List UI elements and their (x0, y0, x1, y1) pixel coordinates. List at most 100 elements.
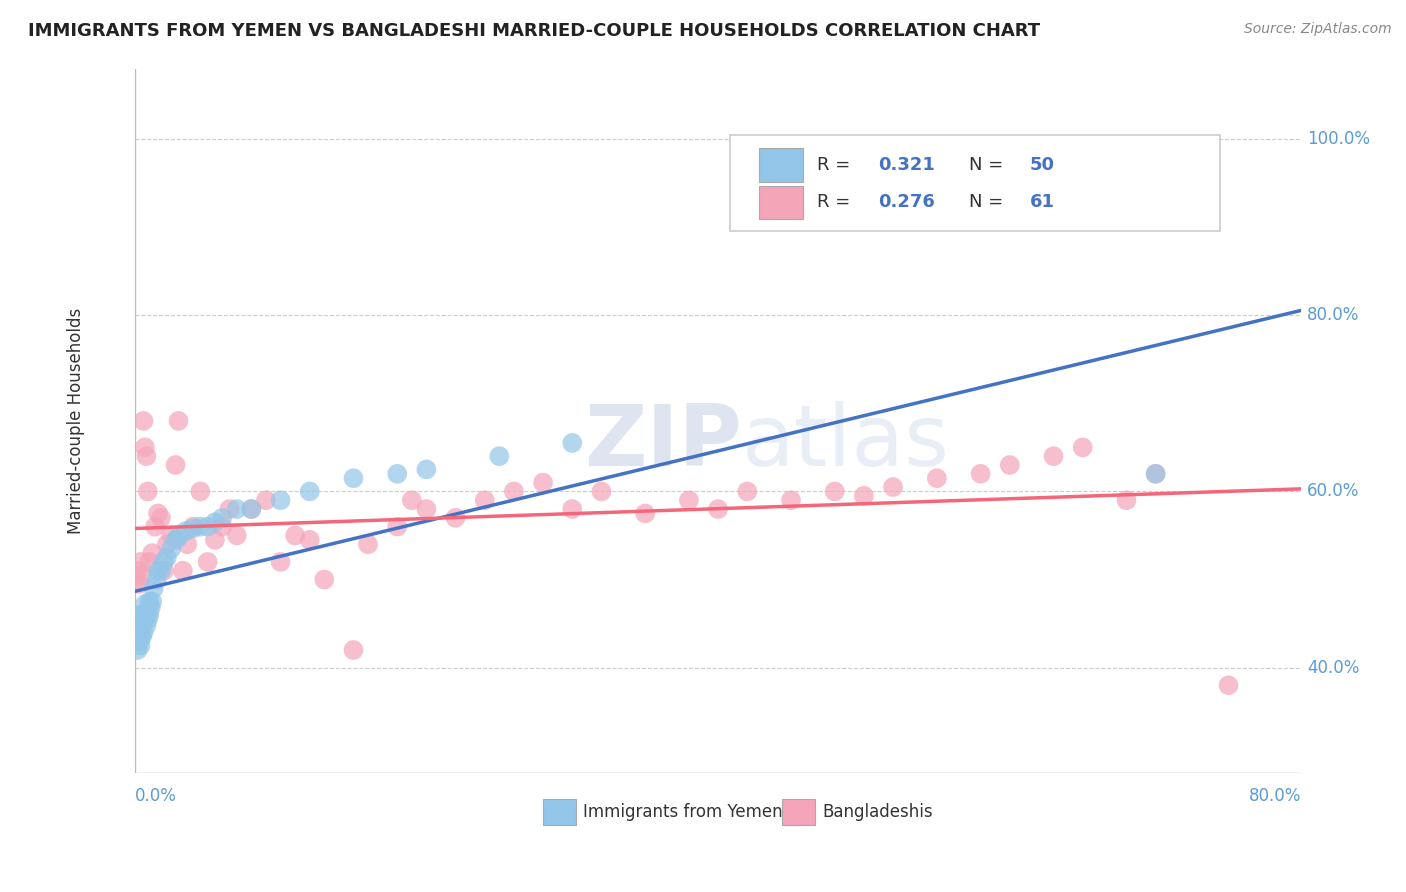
Point (1115, 493, 1137, 508)
Point (138, 607, 160, 622)
Text: 80.0%: 80.0% (1308, 306, 1360, 324)
Point (131, 618, 153, 632)
Point (174, 524, 197, 538)
Point (128, 616, 150, 631)
Point (1144, 467, 1167, 481)
Point (503, 484, 526, 499)
Point (969, 467, 991, 481)
Point (160, 541, 183, 556)
Point (1218, 678, 1240, 692)
Point (125, 634, 148, 648)
Text: 0.0%: 0.0% (135, 787, 177, 805)
Point (218, 502, 240, 516)
Point (129, 555, 152, 569)
Text: ZIP: ZIP (583, 401, 741, 483)
Point (131, 607, 153, 622)
Point (531, 475, 554, 490)
Text: R =: R = (817, 194, 856, 211)
Point (298, 484, 321, 499)
Point (197, 555, 219, 569)
Point (488, 449, 510, 463)
Point (634, 507, 657, 521)
Point (156, 550, 179, 565)
Point (561, 502, 583, 516)
Point (240, 502, 263, 516)
Point (127, 564, 149, 578)
Point (1042, 449, 1064, 463)
Point (138, 594, 160, 608)
Point (298, 533, 321, 547)
Point (156, 537, 179, 551)
Point (1071, 441, 1094, 455)
Point (181, 519, 204, 533)
Point (141, 546, 163, 560)
Point (852, 489, 875, 503)
Point (136, 612, 159, 626)
Point (240, 502, 263, 516)
Text: N =: N = (969, 156, 1010, 174)
FancyBboxPatch shape (759, 148, 803, 182)
Point (134, 607, 156, 622)
Point (181, 521, 204, 535)
Point (415, 462, 437, 476)
Point (167, 530, 190, 544)
Point (146, 507, 169, 521)
Point (387, 467, 409, 481)
Point (197, 519, 219, 533)
Point (415, 502, 437, 516)
Text: Married-couple Households: Married-couple Households (67, 308, 86, 534)
Point (129, 607, 152, 622)
Point (132, 414, 155, 428)
Text: 100.0%: 100.0% (1308, 130, 1371, 148)
Text: IMMIGRANTS FROM YEMEN VS BANGLADESHI MARRIED-COUPLE HOUSEHOLDS CORRELATION CHART: IMMIGRANTS FROM YEMEN VS BANGLADESHI MAR… (28, 22, 1040, 40)
Text: 0.321: 0.321 (877, 156, 935, 174)
Point (128, 634, 150, 648)
Point (176, 537, 198, 551)
Point (128, 625, 150, 640)
Point (139, 600, 162, 615)
Point (998, 458, 1021, 472)
Point (735, 484, 758, 499)
Point (314, 573, 336, 587)
Point (149, 564, 172, 578)
Point (149, 511, 172, 525)
Text: R =: R = (817, 156, 856, 174)
Point (135, 606, 157, 620)
Point (284, 528, 307, 542)
Point (342, 471, 364, 485)
Point (136, 484, 159, 499)
Point (270, 493, 292, 508)
Point (153, 564, 176, 578)
Point (254, 493, 277, 508)
Text: Immigrants from Yemen: Immigrants from Yemen (582, 803, 782, 822)
Point (132, 625, 155, 640)
FancyBboxPatch shape (782, 799, 815, 825)
Text: 50: 50 (1029, 156, 1054, 174)
Text: Bangladeshis: Bangladeshis (823, 803, 932, 822)
Point (135, 618, 157, 632)
Point (270, 555, 292, 569)
Point (824, 484, 846, 499)
Text: 60.0%: 60.0% (1308, 483, 1360, 500)
Point (128, 577, 150, 591)
Point (125, 573, 148, 587)
Point (134, 441, 156, 455)
Point (146, 564, 169, 578)
Point (211, 511, 233, 525)
Point (444, 511, 467, 525)
Point (204, 533, 226, 547)
FancyBboxPatch shape (759, 186, 803, 219)
Point (145, 573, 167, 587)
FancyBboxPatch shape (730, 136, 1220, 231)
Point (591, 484, 613, 499)
Point (678, 493, 700, 508)
Point (211, 519, 233, 533)
Point (401, 493, 423, 508)
Point (780, 493, 803, 508)
Point (561, 436, 583, 450)
Point (125, 621, 148, 635)
Text: 61: 61 (1029, 194, 1054, 211)
Point (141, 594, 163, 608)
Point (342, 643, 364, 657)
Text: atlas: atlas (741, 401, 949, 483)
